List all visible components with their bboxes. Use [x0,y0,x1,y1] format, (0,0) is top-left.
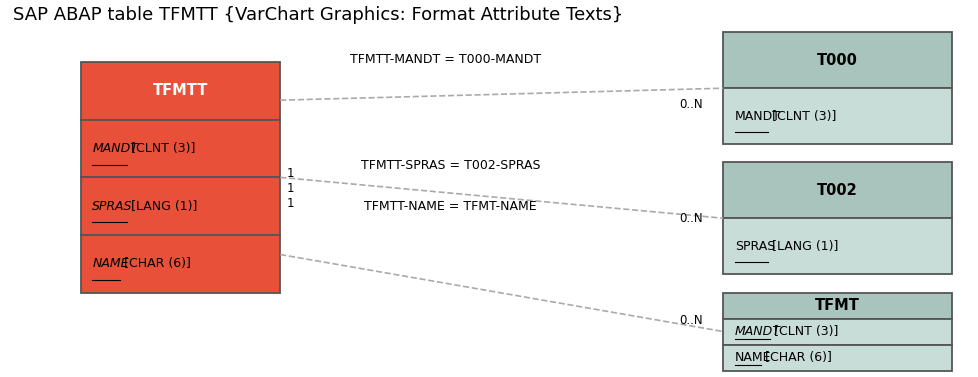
FancyBboxPatch shape [723,293,951,319]
Text: [CHAR (6)]: [CHAR (6)] [761,351,831,364]
Text: [CLNT (3)]: [CLNT (3)] [769,325,837,338]
Text: SAP ABAP table TFMTT {VarChart Graphics: Format Attribute Texts}: SAP ABAP table TFMTT {VarChart Graphics:… [13,6,622,25]
Text: [LANG (1)]: [LANG (1)] [767,239,837,253]
Text: 1
1
1: 1 1 1 [286,167,293,210]
FancyBboxPatch shape [80,62,280,120]
Text: SPRAS: SPRAS [92,200,133,213]
Text: SPRAS: SPRAS [734,239,775,253]
FancyBboxPatch shape [723,319,951,345]
Text: MANDT: MANDT [734,110,780,123]
Text: T002: T002 [817,183,857,198]
Text: TFMTT: TFMTT [153,83,208,98]
Text: MANDT: MANDT [92,142,138,155]
Text: TFMTT-MANDT = T000-MANDT: TFMTT-MANDT = T000-MANDT [350,53,541,66]
Text: [CHAR (6)]: [CHAR (6)] [120,257,191,270]
FancyBboxPatch shape [80,120,280,177]
FancyBboxPatch shape [723,218,951,274]
Text: TFMT: TFMT [815,298,859,313]
FancyBboxPatch shape [723,88,951,144]
Text: 0..N: 0..N [679,98,702,112]
Text: TFMTT-NAME = TFMT-NAME: TFMTT-NAME = TFMT-NAME [364,200,536,213]
Text: T000: T000 [817,53,857,68]
Text: NAME: NAME [734,351,771,364]
Text: 0..N: 0..N [679,212,702,225]
FancyBboxPatch shape [723,32,951,88]
FancyBboxPatch shape [80,235,280,293]
Text: [LANG (1)]: [LANG (1)] [127,200,198,213]
Text: TFMTT-SPRAS = T002-SPRAS: TFMTT-SPRAS = T002-SPRAS [361,159,540,172]
Text: [CLNT (3)]: [CLNT (3)] [767,110,835,123]
FancyBboxPatch shape [723,162,951,218]
Text: NAME: NAME [92,257,129,270]
Text: MANDT: MANDT [734,325,779,338]
Text: 0..N: 0..N [679,314,702,327]
FancyBboxPatch shape [80,177,280,235]
Text: [CLNT (3)]: [CLNT (3)] [127,142,196,155]
FancyBboxPatch shape [723,345,951,371]
